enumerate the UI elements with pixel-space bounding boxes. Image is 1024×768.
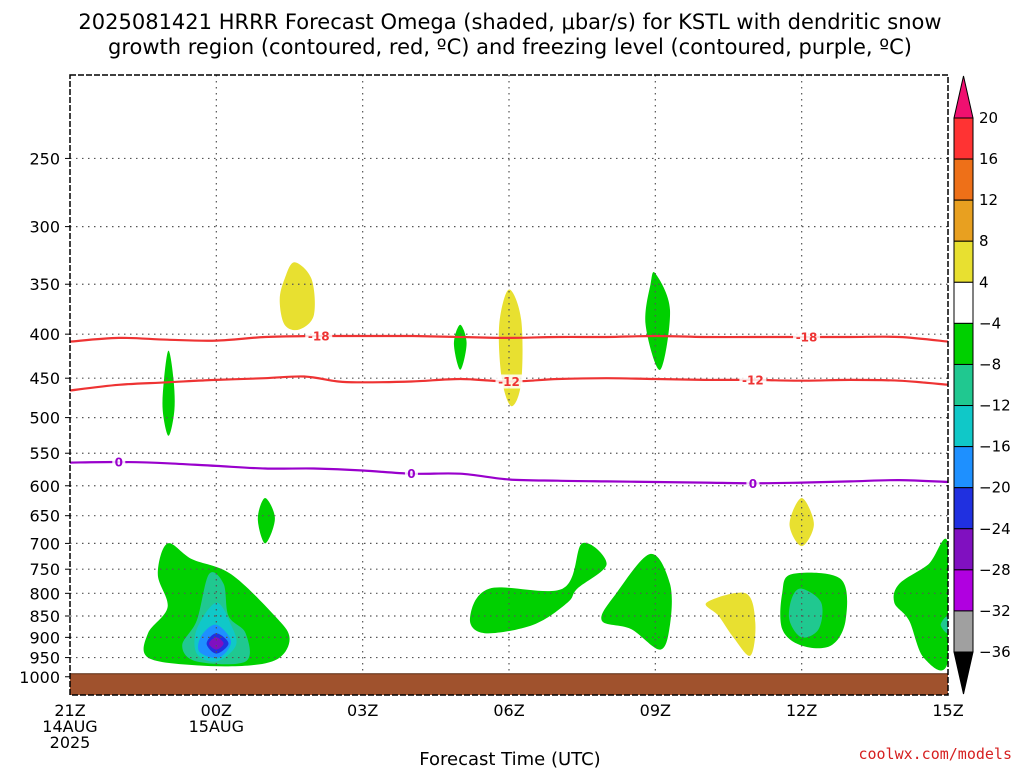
- omega-region-13: [893, 538, 948, 671]
- x-tick-label-3-0: 00Z: [201, 701, 232, 720]
- contour-label-3-2: 0: [407, 467, 415, 481]
- colorbar-box-4: [953, 240, 974, 283]
- colorbar: 20 16 12 8 4 −4 −8 −12 −16 −20 −24 −28 −32 −36: [953, 75, 1011, 695]
- x-tick-label-12-0: 09Z: [640, 701, 671, 720]
- x-tick-label-9-0: 06Z: [493, 701, 524, 720]
- ground-layer: [70, 673, 948, 695]
- x-tick-label-3-1: 15AUG: [189, 717, 244, 736]
- colorbar-box-6: [953, 322, 974, 365]
- colorbar-label-3: 12: [979, 191, 998, 209]
- colorbar-label-2: 16: [979, 150, 998, 168]
- y-tick-label-950: 950: [29, 649, 60, 668]
- omega-region-7: [645, 272, 671, 370]
- x-tick-label-15-0: 12Z: [786, 701, 817, 720]
- ground-fill: [70, 673, 948, 695]
- y-tick-label-600: 600: [29, 477, 60, 496]
- y-tick-label-550: 550: [29, 444, 60, 463]
- y-tick-label-350: 350: [29, 275, 60, 294]
- contour-label-bg: [746, 476, 760, 491]
- contour-label-3-3: 0: [749, 477, 757, 491]
- colorbar-label-4: 8: [979, 232, 989, 250]
- omega-region-11: [601, 553, 672, 650]
- colorbar-box-12: [953, 569, 974, 612]
- contour-label-1-1: -18: [308, 330, 330, 344]
- omega-region-20: [209, 637, 224, 650]
- x-tick-label-18-0: 15Z: [932, 701, 963, 720]
- colorbar-box-8: [953, 405, 974, 448]
- x-axis-title: Forecast Time (UTC): [419, 749, 600, 768]
- colorbar-label-10: −20: [979, 479, 1011, 497]
- contour-line-2: [70, 375, 948, 392]
- colorbar-top-arrow: [953, 75, 974, 119]
- colorbar-box-7: [953, 363, 974, 407]
- y-tick-label-250: 250: [29, 149, 60, 168]
- omega-region-5: [162, 350, 175, 436]
- contour-label-2-2: -12: [742, 373, 764, 387]
- contour-label-bg: [404, 466, 418, 481]
- omega-region-8: [257, 498, 275, 544]
- colorbar-label-5: 4: [979, 273, 989, 291]
- y-tick-label-750: 750: [29, 560, 60, 579]
- colorbar-label-14: −36: [979, 643, 1011, 661]
- colorbar-box-13: [953, 610, 974, 653]
- y-tick-label-500: 500: [29, 409, 60, 428]
- x-tick-label-0-0: 21Z: [54, 701, 85, 720]
- colorbar-box-9: [953, 446, 974, 489]
- chart-title-line-2: growth region (contoured, red, ºC) and f…: [108, 35, 912, 59]
- colorbar-label-1: 20: [979, 109, 998, 127]
- omega-region-3: [789, 498, 814, 547]
- chart-title-line-1: 2025081421 HRRR Forecast Omega (shaded, …: [78, 10, 941, 34]
- omega-region-16: [940, 615, 948, 634]
- colorbar-label-13: −32: [979, 602, 1011, 620]
- temperature-contours: -18 -18 -12 -12 0 0 0: [70, 329, 948, 491]
- colorbar-box-11: [953, 528, 974, 571]
- omega-shading: [143, 262, 948, 671]
- y-tick-label-850: 850: [29, 607, 60, 626]
- contour-label-bg: [739, 372, 767, 387]
- omega-region-1: [279, 262, 315, 331]
- colorbar-box-1: [953, 117, 974, 160]
- contour-label-1-2: -18: [796, 330, 818, 344]
- colorbar-label-8: −12: [979, 397, 1011, 415]
- x-tick-label-6-0: 03Z: [347, 701, 378, 720]
- contour-line-3: [70, 460, 948, 485]
- y-tick-label-800: 800: [29, 584, 60, 603]
- contour-label-3-1: 0: [115, 455, 123, 469]
- y-axis-ticks: 250 300 350 400 450 500 550 600 650 700 750 800 850 9…: [19, 149, 70, 687]
- contour-label-bg: [305, 329, 333, 344]
- colorbar-label-11: −24: [979, 520, 1011, 538]
- x-tick-label-0-2: 2025: [50, 733, 91, 752]
- contour-label-bg: [793, 329, 821, 344]
- colorbar-box-2: [953, 158, 974, 201]
- y-tick-label-700: 700: [29, 534, 60, 553]
- colorbar-bottom-arrow: [953, 651, 974, 695]
- plot-border: [69, 74, 949, 696]
- colorbar-label-12: −28: [979, 561, 1011, 579]
- y-tick-label-1000: 1000: [19, 668, 60, 687]
- omega-region-4: [705, 592, 756, 656]
- colorbar-label-7: −8: [979, 355, 1001, 373]
- omega-region-6: [453, 324, 467, 370]
- y-tick-label-900: 900: [29, 628, 60, 647]
- y-tick-label-300: 300: [29, 218, 60, 237]
- credit-link[interactable]: coolwx.com/models: [858, 745, 1012, 763]
- colorbar-box-5: [953, 281, 974, 324]
- plot-frame: [69, 74, 949, 696]
- y-tick-label-400: 400: [29, 325, 60, 344]
- y-tick-label-650: 650: [29, 507, 60, 526]
- contour-label-2-1: -12: [498, 375, 520, 389]
- colorbar-box-10: [953, 487, 974, 530]
- colorbar-label-9: −16: [979, 438, 1011, 456]
- y-tick-label-450: 450: [29, 369, 60, 388]
- colorbar-box-3: [953, 199, 974, 242]
- contour-label-bg: [112, 454, 126, 469]
- omega-region-15: [788, 588, 823, 638]
- x-tick-label-0-1: 14AUG: [42, 717, 97, 736]
- colorbar-label-6: −4: [979, 314, 1001, 332]
- omega-region-10: [469, 542, 607, 634]
- contour-label-bg: [495, 374, 523, 389]
